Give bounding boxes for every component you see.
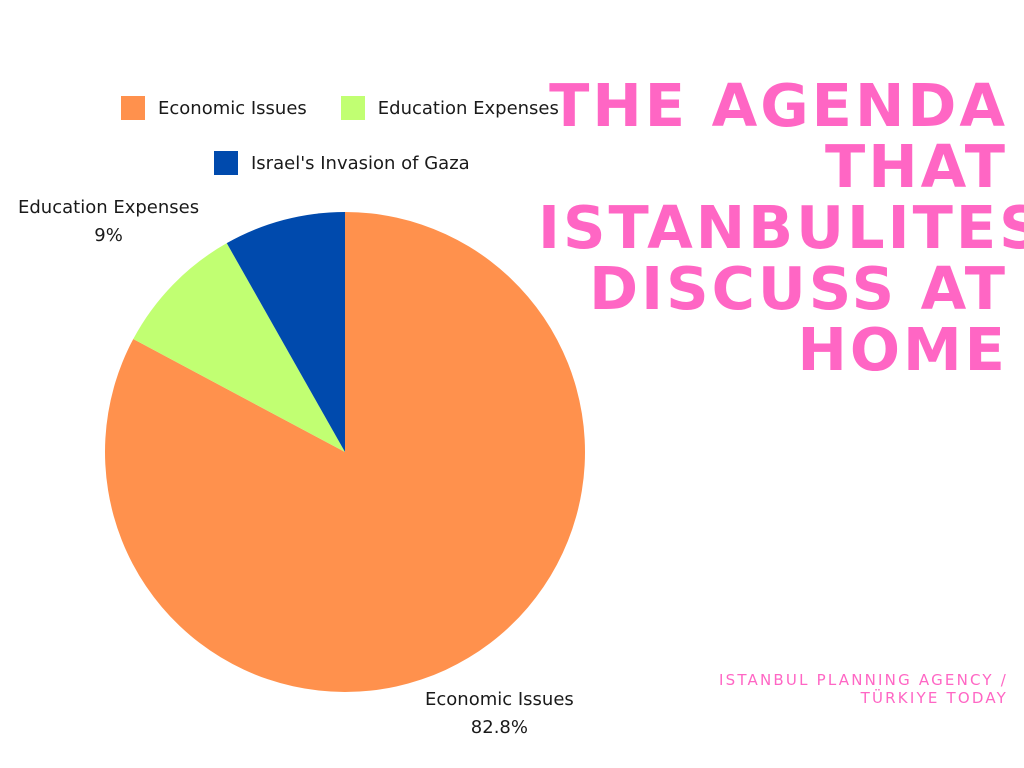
pie-slices — [105, 212, 585, 692]
data-label-education-expenses: Education Expenses 9% — [18, 194, 199, 250]
data-label-economic-issues: Economic Issues 82.8% — [425, 686, 574, 742]
legend-row-1: Economic Issues Education Expenses — [121, 96, 559, 120]
data-label-education-expenses-value: 9% — [94, 225, 123, 246]
data-label-economic-issues-category: Economic Issues — [425, 689, 574, 710]
legend-label-economic-issues: Economic Issues — [158, 97, 307, 119]
source-line-1: ISTANBUL PLANNING AGENCY / — [718, 671, 1008, 689]
legend-row-2: Israel's Invasion of Gaza — [214, 151, 470, 175]
source-line-2: TÜRKIYE TODAY — [860, 689, 1008, 707]
pie-slice-education-expenses — [133, 243, 345, 452]
legend-item-israel-gaza: Israel's Invasion of Gaza — [214, 151, 470, 175]
pie-slice-israel-s-invasion-of-gaza — [226, 212, 345, 452]
data-label-economic-issues-value: 82.8% — [470, 717, 528, 738]
pie-slice-economic-issues — [105, 212, 585, 692]
chart-title: The Agenda That Istanbulites Discuss at … — [538, 71, 1024, 384]
legend-item-economic-issues: Economic Issues — [121, 96, 307, 120]
legend-swatch-economic-issues — [121, 96, 145, 120]
data-label-education-expenses-category: Education Expenses — [18, 197, 200, 218]
legend-swatch-education-expenses — [340, 96, 365, 120]
legend-swatch-israel-gaza — [214, 151, 238, 175]
legend-label-education-expenses: Education Expenses — [377, 97, 559, 119]
legend-item-education-expenses: Education Expenses — [340, 96, 559, 120]
legend-label-israel-gaza: Israel's Invasion of Gaza — [251, 152, 470, 174]
source-credit: ISTANBUL PLANNING AGENCY / TÜRKIYE TODAY — [648, 671, 1008, 707]
